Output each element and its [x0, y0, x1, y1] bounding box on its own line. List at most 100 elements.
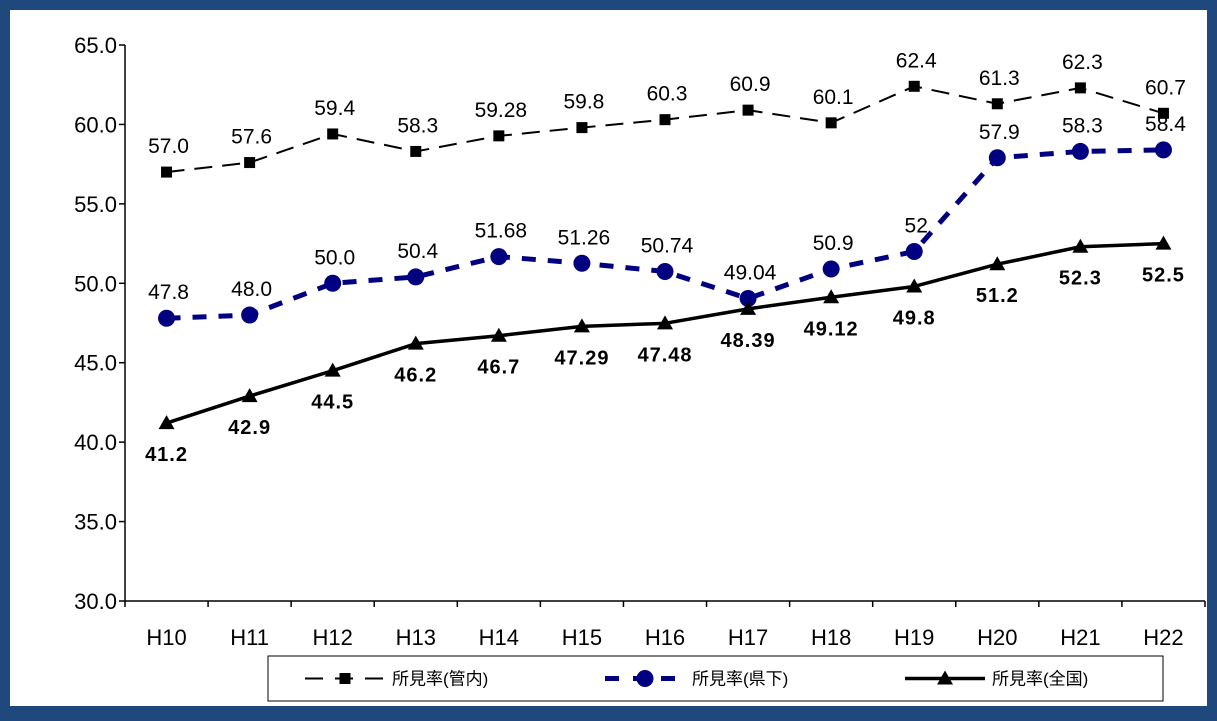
data-label: 52 [905, 215, 928, 238]
data-label: 60.9 [730, 73, 771, 96]
triangle-marker [906, 278, 923, 293]
x-tick-label: H19 [894, 625, 934, 650]
square-marker [576, 122, 588, 134]
x-tick-label: H16 [645, 625, 685, 650]
legend: 所見率(管内) 所見率(県下) 所見率(全国) [267, 655, 1164, 702]
x-tick-label: H13 [396, 625, 436, 650]
square-marker [493, 130, 505, 142]
y-tick-label: 50.0 [74, 271, 117, 296]
data-label: 50.0 [314, 246, 355, 269]
axes: 30.0 35.0 40.0 45.0 50.0 55.0 60.0 65.0 H10 H11 H1… [74, 33, 1206, 650]
data-label: 47.48 [637, 344, 692, 366]
circle-marker [490, 248, 508, 266]
square-marker [908, 80, 920, 92]
circle-marker [656, 263, 674, 281]
data-label: 62.4 [896, 49, 937, 72]
data-label: 62.3 [1062, 51, 1103, 74]
triangle-marker [1072, 238, 1089, 253]
circle-marker [324, 274, 342, 292]
x-tick-label: H17 [728, 625, 768, 650]
square-marker [991, 98, 1003, 110]
legend-label: 所見率(全国) [992, 670, 1088, 689]
legend-box [267, 655, 1164, 702]
square-marker [659, 114, 671, 126]
circle-marker [905, 243, 923, 261]
y-tick-label: 30.0 [74, 589, 117, 614]
triangle-marker [989, 256, 1006, 271]
data-label: 52.3 [1059, 268, 1102, 290]
data-label: 61.3 [979, 67, 1020, 90]
x-tick-label: H10 [146, 625, 186, 650]
data-label: 48.39 [721, 330, 776, 352]
square-marker [1074, 82, 1086, 94]
data-label: 60.7 [1145, 76, 1186, 99]
triangle-marker [740, 300, 757, 315]
y-tick-label: 60.0 [74, 112, 117, 137]
data-label: 48.0 [231, 278, 272, 301]
data-label: 50.9 [813, 232, 854, 255]
triangle-marker [241, 388, 258, 403]
series-layer [158, 80, 1172, 430]
triangle-marker [158, 415, 175, 430]
y-tick-label: 65.0 [74, 33, 117, 58]
x-tick-label: H14 [479, 625, 519, 650]
data-label: 46.2 [394, 365, 437, 387]
data-label: 57.0 [148, 135, 189, 158]
data-label: 57.9 [979, 121, 1020, 144]
circle-marker [739, 290, 757, 308]
square-marker [244, 157, 256, 169]
x-tick-label: H15 [562, 625, 602, 650]
legend-label: 所見率(県下) [692, 670, 788, 689]
data-label: 59.4 [314, 97, 355, 120]
data-label: 50.4 [397, 240, 438, 263]
circle-marker [1071, 142, 1089, 160]
triangle-marker [937, 670, 953, 685]
data-label: 59.8 [563, 91, 604, 114]
data-label: 47.29 [554, 347, 609, 369]
x-tick-label: H11 [230, 625, 269, 650]
triangle-marker [490, 327, 507, 342]
y-tick-label: 35.0 [74, 510, 117, 535]
circle-marker [241, 306, 259, 324]
circle-marker [1154, 141, 1172, 159]
square-marker [1157, 107, 1169, 119]
circle-marker [407, 268, 425, 286]
triangle-marker [573, 318, 590, 333]
circle-marker [573, 254, 591, 272]
circle-marker [988, 149, 1006, 167]
x-tick-label: H21 [1060, 625, 1100, 650]
y-tick-label: 40.0 [74, 430, 117, 455]
triangle-marker [407, 335, 424, 350]
data-labels-layer: 57.0 57.6 59.4 58.3 59.28 59.8 60.3 60.9 60.1 62.… [145, 49, 1186, 466]
x-tick-label: H18 [811, 625, 851, 650]
y-tick-label: 45.0 [74, 351, 117, 376]
square-marker [339, 673, 351, 684]
triangle-marker [324, 362, 341, 377]
data-label: 44.5 [311, 392, 354, 414]
data-label: 58.4 [1145, 113, 1186, 136]
x-tick-label: H20 [977, 625, 1017, 650]
data-label: 52.5 [1142, 265, 1185, 287]
x-tick-label: H12 [313, 625, 353, 650]
data-label: 58.3 [397, 114, 438, 137]
square-marker [327, 128, 339, 140]
data-label: 46.7 [477, 357, 520, 379]
data-label: 59.28 [475, 99, 528, 122]
square-marker [410, 145, 422, 157]
triangle-marker [1155, 235, 1172, 250]
triangle-marker [657, 315, 673, 330]
data-label: 51.26 [558, 226, 611, 249]
data-label: 49.04 [724, 262, 777, 285]
data-label: 49.12 [804, 318, 859, 340]
series-3 [158, 235, 1172, 430]
series-2 [158, 141, 1172, 327]
legend-label: 所見率(管内) [392, 670, 488, 689]
square-marker [742, 104, 754, 116]
x-tick-label: H22 [1143, 625, 1183, 650]
circle-marker [158, 309, 176, 327]
circle-marker [636, 670, 654, 687]
data-label: 49.8 [893, 307, 936, 329]
square-marker [161, 166, 173, 178]
